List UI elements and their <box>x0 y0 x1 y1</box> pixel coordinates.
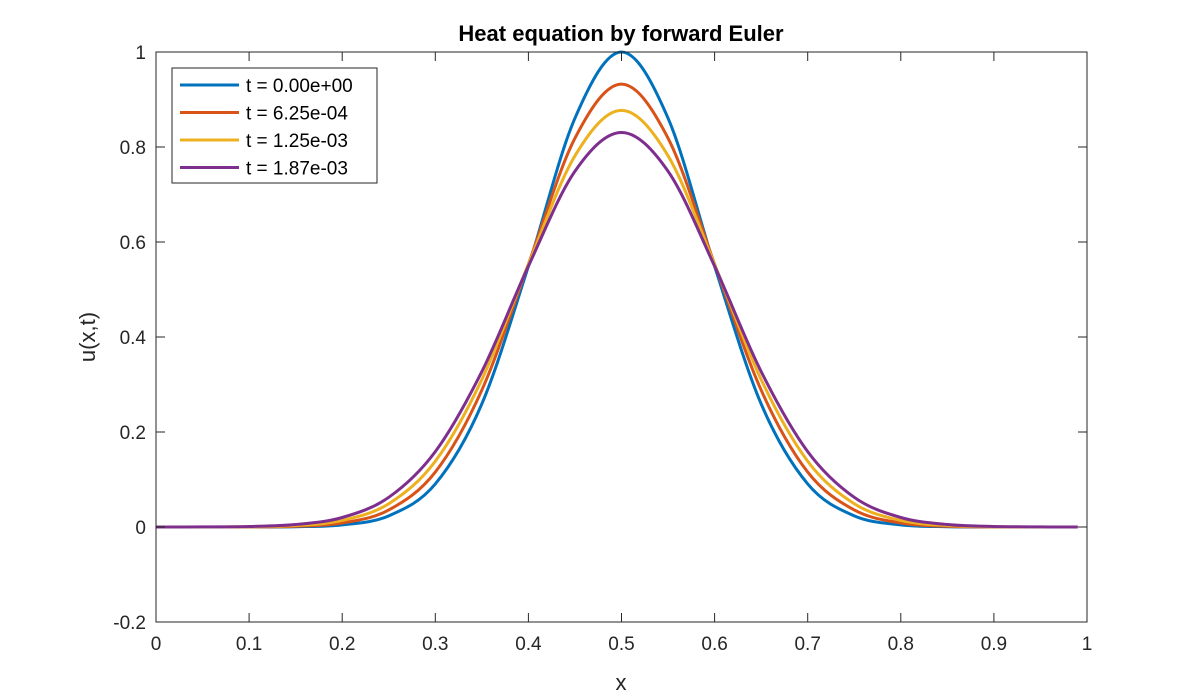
x-tick-label: 0.8 <box>888 634 914 655</box>
y-tick-label: 0 <box>135 518 146 539</box>
ticks: 0 0.1 0.2 0.3 0.4 0.5 0.6 0.7 0.8 0.9 1-0.200.20.4… <box>113 43 1092 655</box>
series-line-3 <box>155 131 1078 529</box>
x-tick-label: 0.4 <box>515 634 542 655</box>
y-tick-label: 0.6 <box>120 233 146 254</box>
x-tick-label: 0.7 <box>794 634 820 655</box>
series-line-2 <box>155 108 1078 529</box>
chart-title: Heat equation by forward Euler <box>458 21 784 46</box>
legend-label-1: t = 6.25e-04 <box>246 104 348 125</box>
legend: t = 0.00e+00 t = 6.25e-04 t = 1.25e-03 t = … <box>171 67 378 184</box>
legend-label-0: t = 0.00e+00 <box>246 76 353 97</box>
x-axis-label: x <box>616 670 627 695</box>
y-tick-label: 0.2 <box>120 423 146 444</box>
x-tick-label: 0.3 <box>422 634 448 655</box>
x-tick-label: 0 <box>151 634 162 655</box>
x-tick-label: 0.2 <box>329 634 355 655</box>
legend-label-2: t = 1.25e-03 <box>246 131 348 152</box>
x-tick-label: 0.9 <box>981 634 1007 655</box>
y-tick-label: 1 <box>135 43 146 64</box>
y-tick-label: -0.2 <box>113 613 146 634</box>
x-tick-label: 0.5 <box>608 634 634 655</box>
y-axis-label: u(x,t) <box>75 312 100 362</box>
x-tick-label: 0.6 <box>701 634 727 655</box>
legend-label-3: t = 1.87e-03 <box>246 159 348 180</box>
y-tick-label: 0.4 <box>120 328 147 349</box>
x-tick-label: 0.1 <box>236 634 262 655</box>
series-line-1 <box>155 82 1078 529</box>
x-tick-label: 1 <box>1082 634 1093 655</box>
legend-box <box>171 67 378 184</box>
y-tick-label: 0.8 <box>120 138 146 159</box>
